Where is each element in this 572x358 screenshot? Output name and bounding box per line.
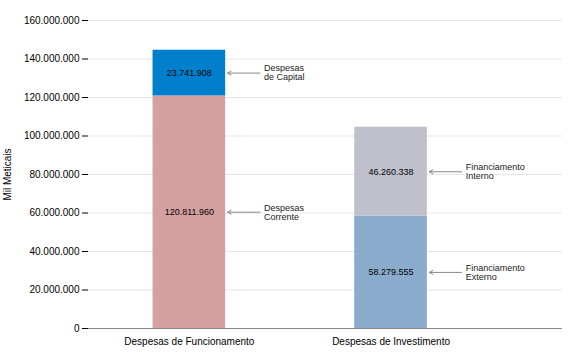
svg-text:140.000.000: 140.000.000 xyxy=(24,53,80,64)
svg-text:120.000.000: 120.000.000 xyxy=(24,92,80,103)
svg-text:58.279.555: 58.279.555 xyxy=(369,267,414,277)
svg-text:FinanciamentoInterno: FinanciamentoInterno xyxy=(466,162,525,181)
svg-text:FinanciamentoExterno: FinanciamentoExterno xyxy=(466,263,525,282)
svg-text:80.000.000: 80.000.000 xyxy=(29,169,79,180)
svg-text:60.000.000: 60.000.000 xyxy=(29,207,79,218)
svg-text:160.000.000: 160.000.000 xyxy=(24,15,80,26)
svg-text:DespesasCorrente: DespesasCorrente xyxy=(264,203,305,222)
svg-text:Mil Meticais: Mil Meticais xyxy=(2,148,13,200)
svg-text:100.000.000: 100.000.000 xyxy=(24,130,80,141)
svg-text:0: 0 xyxy=(74,323,80,334)
svg-text:Despesasde Capital: Despesasde Capital xyxy=(264,63,305,82)
svg-text:Despesas de Investimento: Despesas de Investimento xyxy=(332,336,450,347)
svg-text:46.260.338: 46.260.338 xyxy=(369,167,414,177)
svg-text:20.000.000: 20.000.000 xyxy=(29,284,79,295)
svg-text:23.741.908: 23.741.908 xyxy=(167,68,212,78)
svg-text:40.000.000: 40.000.000 xyxy=(29,246,79,257)
svg-text:120.811.960: 120.811.960 xyxy=(165,207,214,217)
svg-text:Despesas de Funcionamento: Despesas de Funcionamento xyxy=(124,336,255,347)
